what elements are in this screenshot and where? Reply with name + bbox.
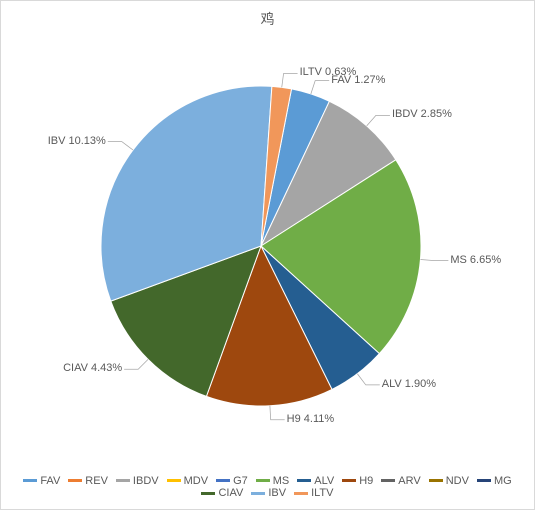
legend-text: MS [273,475,290,487]
slice-label-h9: H9 4.11% [287,413,335,425]
legend-item-alv: ALV [297,475,334,487]
legend-item-iltv: ILTV [294,487,333,499]
legend-text: H9 [359,475,373,487]
slice-label-ibv: IBV 10.13% [48,135,106,147]
legend-swatch [68,479,82,482]
legend-text: MDV [184,475,208,487]
legend-item-mdv: MDV [167,475,208,487]
legend-swatch [251,492,265,495]
legend-item-arv: ARV [381,475,420,487]
slice-label-ibdv: IBDV 2.85% [392,108,452,120]
legend-swatch [297,479,311,482]
leader-line [311,81,329,94]
legend-swatch [342,479,356,482]
legend-item-ibv: IBV [251,487,286,499]
slice-label-alv: ALV 1.90% [382,378,436,390]
pie-svg [1,31,535,461]
legend-item-ciav: CIAV [201,487,243,499]
legend-item-rev: REV [68,475,108,487]
legend-item-mg: MG [477,475,512,487]
legend-text: ARV [398,475,420,487]
legend-swatch [216,479,230,482]
legend: FAV REV IBDV MDV G7 MS ALV H9 ARV NDV MG CIAV IBV ILT… [1,475,534,499]
leader-line [270,406,285,420]
slice-label-iltv: ILTV 0.63% [300,66,357,78]
chart-container: 鸡 FAV 1.27%IBDV 2.85%MS 6.65%ALV 1.90%H9… [0,0,535,510]
leader-line [124,359,148,369]
legend-text: REV [85,475,108,487]
leader-line [357,374,379,385]
legend-swatch [256,479,270,482]
legend-swatch [201,492,215,495]
legend-swatch [116,479,130,482]
legend-swatch [429,479,443,482]
legend-swatch [294,492,308,495]
slice-label-ms: MS 6.65% [450,254,501,266]
legend-item-ndv: NDV [429,475,469,487]
legend-text: FAV [40,475,60,487]
legend-text: NDV [446,475,469,487]
legend-text: MG [494,475,512,487]
legend-swatch [167,479,181,482]
legend-item-g7: G7 [216,475,248,487]
legend-item-fav: FAV [23,475,60,487]
pie-area: FAV 1.27%IBDV 2.85%MS 6.65%ALV 1.90%H9 4… [1,31,535,461]
legend-text: IBDV [133,475,159,487]
legend-item-h9: H9 [342,475,373,487]
leader-line [420,259,448,260]
legend-text: IBV [268,487,286,499]
legend-swatch [477,479,491,482]
slice-label-ciav: CIAV 4.43% [63,362,122,374]
legend-text: CIAV [218,487,243,499]
leader-line [282,73,298,87]
legend-text: G7 [233,475,248,487]
legend-swatch [23,479,37,482]
legend-item-ibdv: IBDV [116,475,159,487]
legend-text: ALV [314,475,334,487]
leader-line [108,142,133,150]
chart-title: 鸡 [1,9,534,29]
legend-text: ILTV [311,487,333,499]
legend-swatch [381,479,395,482]
legend-item-ms: MS [256,475,290,487]
leader-line [367,115,390,126]
